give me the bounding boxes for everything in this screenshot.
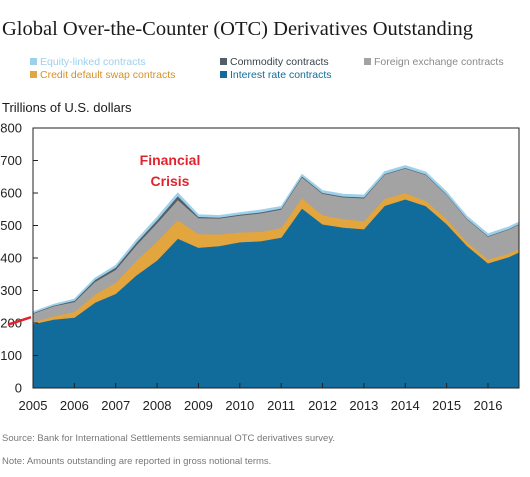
y-tick-label: 500: [0, 218, 22, 233]
y-tick-label: 700: [0, 153, 22, 168]
x-tick-label: 2009: [184, 398, 213, 413]
annotation-financial-crisis-line1: Financial: [140, 152, 201, 168]
legend-label-interest-rate: Interest rate contracts: [230, 69, 332, 81]
x-tick-label: 2016: [474, 398, 503, 413]
legend-swatch-interest-rate: [220, 71, 227, 78]
x-tick-label: 2012: [308, 398, 337, 413]
legend-swatch-credit-default-swap: [30, 71, 37, 78]
annotation-financial-crisis-line2: Crisis: [151, 173, 190, 189]
chart-annotation: Financial Crisis: [7, 152, 201, 326]
x-tick-label: 2013: [349, 398, 378, 413]
legend-label-equity-linked: Equity-linked contracts: [40, 56, 146, 68]
legend-swatch-commodity: [220, 58, 227, 65]
chart-legend: Equity-linked contracts Commodity contra…: [30, 55, 530, 85]
x-tick-label: 2006: [60, 398, 89, 413]
legend-label-credit-default-swap: Credit default swap contracts: [40, 69, 176, 81]
x-tick-label: 2015: [432, 398, 461, 413]
x-tick-label: 2011: [267, 398, 295, 413]
legend-item-commodity: Commodity contracts: [220, 55, 329, 69]
legend-item-interest-rate: Interest rate contracts: [220, 68, 332, 82]
y-tick-label: 300: [0, 283, 22, 298]
chart-title: Global Over-the-Counter (OTC) Derivative…: [2, 18, 473, 40]
legend-item-foreign-exchange: Foreign exchange contracts: [364, 55, 504, 69]
y-tick-label: 400: [0, 251, 22, 266]
x-tick-label: 2010: [225, 398, 254, 413]
y-tick-label: 800: [0, 121, 22, 136]
legend-item-credit-default-swap: Credit default swap contracts: [30, 68, 175, 82]
x-tick-label: 2014: [391, 398, 420, 413]
legend-label-commodity: Commodity contracts: [230, 56, 329, 68]
legend-swatch-foreign-exchange: [364, 58, 371, 65]
source-note: Source: Bank for International Settlemen…: [2, 433, 336, 444]
x-tick-label: 2007: [101, 398, 130, 413]
legend-label-foreign-exchange: Foreign exchange contracts: [374, 56, 504, 68]
chart-axes: 0100200300400500600700800200520062007200…: [0, 121, 520, 413]
legend-item-equity-linked: Equity-linked contracts: [30, 55, 146, 69]
annotation-marker: [7, 315, 32, 326]
chart-plot: 0100200300400500600700800200520062007200…: [0, 121, 520, 413]
footnote: Note: Amounts outstanding are reported i…: [2, 456, 272, 467]
y-tick-label: 600: [0, 186, 22, 201]
chart-areas: [32, 165, 520, 389]
x-tick-label: 2005: [19, 398, 48, 413]
legend-swatch-equity-linked: [30, 58, 37, 65]
y-tick-label: 100: [0, 348, 22, 363]
y-tick-label: 0: [15, 381, 22, 396]
x-tick-label: 2008: [143, 398, 172, 413]
y-axis-label: Trillions of U.S. dollars: [2, 100, 132, 115]
